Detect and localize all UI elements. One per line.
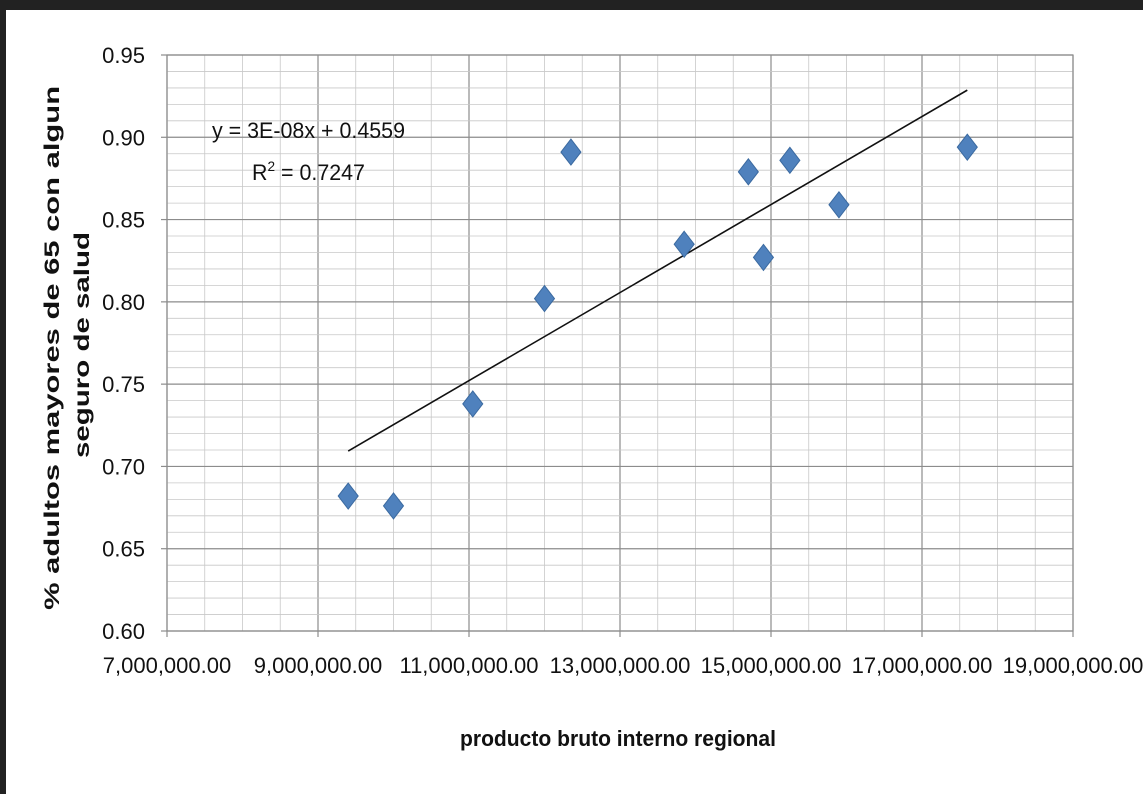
r-squared-superscript: 2 xyxy=(267,158,275,174)
y-tick-label: 0.65 xyxy=(102,537,145,562)
y-axis-title-line1: % adultos mayores de 65 con algun xyxy=(41,86,64,610)
y-axis-title-line2: seguro de salud xyxy=(71,232,94,458)
x-tick-label: 11,000,000.00 xyxy=(399,653,538,678)
data-point xyxy=(462,390,484,418)
trendline-equation: y = 3E-08x + 0.4559 xyxy=(212,118,405,143)
data-point xyxy=(560,138,582,166)
r-squared-prefix: R xyxy=(252,160,267,185)
y-tick-label: 0.80 xyxy=(102,290,145,315)
y-tick-label: 0.70 xyxy=(102,454,145,479)
data-points xyxy=(337,133,978,520)
y-tick-label: 0.90 xyxy=(102,125,145,150)
y-tick-labels: 0.60 0.65 0.70 0.75 0.80 0.85 0.90 0.95 xyxy=(102,43,167,644)
data-point xyxy=(337,482,359,510)
data-point xyxy=(673,230,695,259)
data-point xyxy=(382,492,405,520)
y-tick-label: 0.85 xyxy=(102,208,145,233)
data-point xyxy=(828,190,850,219)
r-squared-value: = 0.7247 xyxy=(275,160,365,185)
y-axis-title: % adultos mayores de 65 con algun seguro… xyxy=(41,80,94,610)
frame-left-border xyxy=(0,0,6,794)
data-point xyxy=(533,284,556,313)
x-tick-label: 17,000,000.00 xyxy=(852,653,993,678)
y-tick-label: 0.95 xyxy=(102,43,145,68)
x-tick-label: 7,000,000.00 xyxy=(103,653,231,678)
x-tick-label: 15,000,000.00 xyxy=(701,653,842,678)
frame-top-border xyxy=(0,0,1143,10)
data-point xyxy=(779,146,801,175)
grid-lines xyxy=(166,54,1074,632)
data-point xyxy=(752,243,775,272)
data-point xyxy=(956,133,978,161)
x-tick-label: 9,000,000.00 xyxy=(254,653,382,678)
y-tick-label: 0.60 xyxy=(102,619,145,644)
x-axis-title: producto bruto interno regional xyxy=(460,726,776,751)
data-point xyxy=(737,158,759,186)
trendline xyxy=(347,89,968,452)
trendline-r-squared: R2 = 0.7247 xyxy=(252,158,365,185)
x-tick-labels: 7,000,000.00 9,000,000.00 11,000,000.00 13,… xyxy=(103,631,1143,678)
y-tick-label: 0.75 xyxy=(102,372,145,397)
x-tick-label: 13,000,000.00 xyxy=(550,653,691,678)
x-tick-label: 19,000,000.00 xyxy=(1003,653,1143,678)
